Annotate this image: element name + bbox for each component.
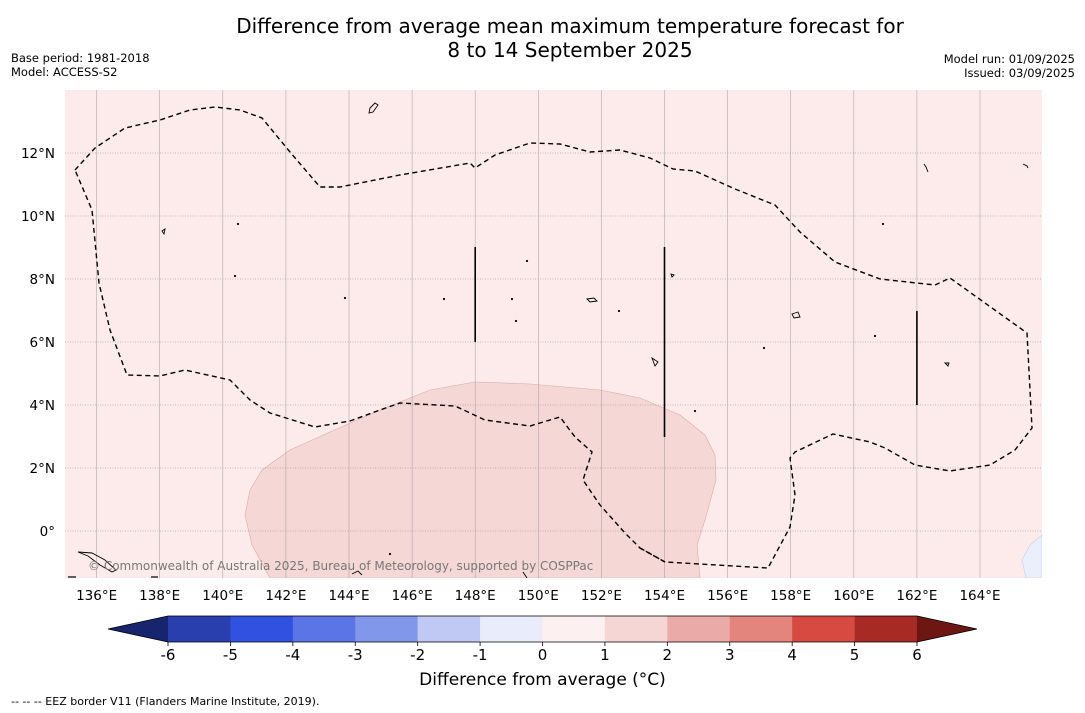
island-dot-7: [617, 309, 621, 313]
colorbar-segment: [230, 616, 294, 642]
colorbar-tick-label: 0: [538, 646, 548, 664]
island-dot-11: [881, 222, 885, 226]
eez-border-equatorial: [639, 547, 666, 563]
lon-label: 164°E: [959, 588, 1000, 604]
lat-label: 0°: [40, 524, 55, 540]
eez-footnote: -- -- -- EEZ border V11 (Flanders Marine…: [11, 695, 320, 708]
lon-label: 160°E: [833, 588, 874, 604]
base-period: Base period: 1981-2018: [11, 51, 150, 65]
title-line-1: Difference from average mean maximum tem…: [236, 14, 904, 38]
island-small-4: [1022, 163, 1029, 169]
island-dot-12: [693, 409, 697, 413]
island-dot-5: [514, 319, 518, 323]
island-small-1: [670, 273, 675, 278]
colorbar-tick-label: 6: [912, 646, 922, 664]
colorbar-tick-label: -1: [473, 646, 488, 664]
lat-label: 2°N: [30, 461, 55, 477]
eez-borders: [74, 106, 1033, 569]
colorbar-tick-label: 3: [725, 646, 735, 664]
lat-label: 10°N: [21, 209, 55, 225]
island-dot-4: [510, 297, 514, 301]
lon-label: 138°E: [139, 588, 180, 604]
latitude-labels: 12°N 10°N 8°N 6°N 4°N 2°N 0°: [21, 146, 55, 540]
map-title: Difference from average mean maximum tem…: [0, 14, 1085, 62]
colorbar-tick-label: -3: [348, 646, 363, 664]
lon-label: 158°E: [770, 588, 811, 604]
lon-label: 154°E: [644, 588, 685, 604]
colorbar-segment: [292, 616, 356, 642]
island-chuuk: [586, 297, 598, 303]
model-info: Base period: 1981-2018 Model: ACCESS-S2: [11, 51, 150, 79]
colorbar-segment: [604, 616, 668, 642]
lon-label: 162°E: [896, 588, 937, 604]
island-dot-1: [233, 274, 237, 278]
model-name: Model: ACCESS-S2: [11, 65, 118, 79]
model-run: Model run: 01/09/2025: [943, 52, 1075, 66]
colorbar-extend-high: [917, 616, 977, 642]
warm-anomaly-region: [244, 381, 717, 578]
island-dot-8: [236, 222, 240, 226]
colorbar-tick-label: 2: [663, 646, 673, 664]
island-dot-2: [343, 296, 347, 300]
island-dot-3: [442, 297, 446, 301]
boundary-lines: [474, 247, 918, 437]
colorbar-segment: [854, 616, 918, 642]
colorbar-segment: [792, 616, 855, 642]
lon-label: 140°E: [202, 588, 243, 604]
lat-label: 4°N: [30, 398, 55, 414]
island-kosrae: [943, 362, 950, 367]
colorbar-tick-label: 4: [787, 646, 797, 664]
colorbar-segment: [480, 616, 543, 642]
eez-border-palau-fsm: [74, 106, 1033, 569]
lon-label: 152°E: [581, 588, 622, 604]
islands: [77, 102, 1029, 578]
colorbar-extend-low: [108, 616, 168, 642]
island-small-6: [351, 570, 363, 576]
lon-label: 144°E: [328, 588, 369, 604]
colorbar-tick-label: -5: [223, 646, 238, 664]
colorbar-tick-label: -6: [161, 646, 176, 664]
lon-label: 146°E: [392, 588, 433, 604]
lon-label: 142°E: [265, 588, 306, 604]
island-small-2: [651, 356, 659, 367]
lon-label: 148°E: [455, 588, 496, 604]
colorbar-label: Difference from average (°C): [419, 670, 666, 690]
island-dot-10: [873, 334, 877, 338]
colorbar-tick-label: -4: [285, 646, 300, 664]
run-info: Model run: 01/09/2025 Issued: 03/09/2025: [944, 52, 1075, 80]
colorbar-segment: [417, 616, 481, 642]
colorbar-segment: [667, 616, 731, 642]
colorbar-segment: [542, 616, 606, 642]
colorbar-segment: [168, 616, 231, 642]
island-palau: [77, 551, 117, 573]
colorbar-segment: [355, 616, 418, 642]
lat-label: 6°N: [30, 335, 55, 351]
island-pohnpei: [791, 311, 801, 319]
lon-label: 150°E: [518, 588, 559, 604]
colorbar-tick-label: 1: [600, 646, 610, 664]
island-dot-9: [762, 346, 766, 350]
colorbar-tick-label: -2: [410, 646, 425, 664]
colorbar-tick-label: 5: [850, 646, 860, 664]
lat-label: 8°N: [30, 272, 55, 288]
cool-anomaly-region: [1021, 534, 1042, 578]
longitude-labels: 136°E 138°E 140°E 142°E 144°E 146°E 148°…: [76, 588, 1000, 604]
copyright-notice: © Commonwealth of Australia 2025, Bureau…: [88, 559, 593, 573]
title-line-2: 8 to 14 September 2025: [447, 38, 693, 62]
issued-date: Issued: 03/09/2025: [964, 66, 1075, 80]
lon-label: 156°E: [707, 588, 748, 604]
colorbar: -6 -5 -4 -3 -2 -1 0 1 2 3 4 5 6: [107, 615, 978, 664]
island-dot-6: [525, 259, 529, 263]
island-dot-13: [388, 552, 392, 556]
island-yap: [161, 228, 166, 236]
island-small-5: [522, 571, 528, 578]
parallel-grid: [65, 152, 1042, 532]
lat-label: 12°N: [21, 146, 55, 162]
lon-label: 136°E: [76, 588, 117, 604]
island-guam: [368, 102, 379, 114]
island-small-3: [923, 163, 929, 173]
colorbar-segment: [729, 616, 793, 642]
